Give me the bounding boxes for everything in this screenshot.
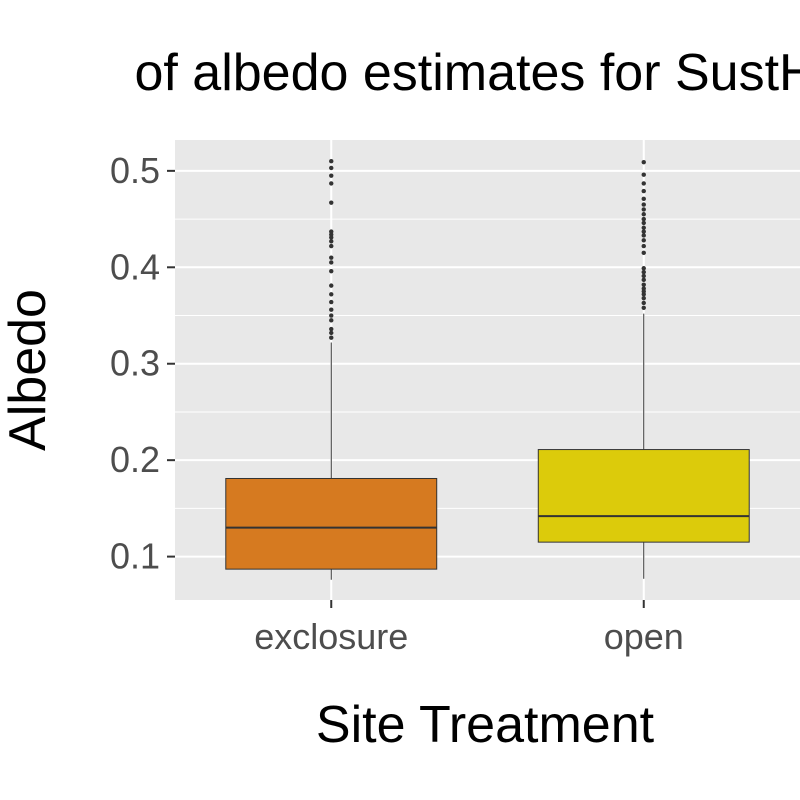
outlier-point <box>329 283 334 288</box>
outlier-point <box>329 318 334 323</box>
outlier-point <box>641 225 646 230</box>
outlier-point <box>329 181 334 186</box>
outlier-point <box>641 207 646 212</box>
outlier-point <box>641 305 646 310</box>
boxes-layer <box>225 159 750 580</box>
outlier-point <box>641 286 646 291</box>
box-iqr <box>225 477 438 570</box>
outlier-point <box>641 269 646 275</box>
outlier-point <box>329 243 334 249</box>
outlier-point <box>641 202 646 207</box>
outlier-point <box>329 313 334 318</box>
outlier-point <box>641 266 646 271</box>
outlier-point <box>641 229 646 234</box>
x-axis: exclosure open <box>254 600 684 657</box>
y-tick-label: 0.3 <box>110 343 160 384</box>
outlier-point <box>641 233 646 238</box>
y-axis-title: Albedo <box>0 289 57 451</box>
y-tick-label: 0.2 <box>110 439 160 480</box>
outlier-point <box>329 200 334 205</box>
y-tick-label: 0.4 <box>110 246 160 287</box>
outlier-point <box>329 229 334 234</box>
outlier-point <box>641 282 646 287</box>
outlier-point <box>329 239 334 244</box>
box-open <box>537 159 750 579</box>
outlier-point <box>641 159 646 165</box>
box-exclosure <box>225 159 438 580</box>
outlier-point <box>641 216 646 222</box>
y-tick-label: 0.1 <box>110 536 160 577</box>
outlier-point <box>329 173 334 178</box>
outlier-point <box>329 292 334 297</box>
x-tick-label: exclosure <box>254 616 408 657</box>
outlier-point <box>329 165 334 171</box>
outlier-point <box>641 172 646 177</box>
outlier-point <box>641 181 646 186</box>
outlier-point <box>329 307 334 312</box>
chart-title: of albedo estimates for SustHe <box>134 44 800 102</box>
outlier-point <box>329 255 334 260</box>
outlier-point <box>329 335 334 340</box>
outlier-point <box>641 188 646 194</box>
outlier-point <box>641 300 646 306</box>
y-tick-label: 0.5 <box>110 150 160 191</box>
outlier-point <box>329 326 334 332</box>
outlier-point <box>641 238 646 243</box>
y-axis: 0.1 0.2 0.3 0.4 0.5 <box>110 150 175 577</box>
x-tick-label: open <box>604 616 684 657</box>
outlier-point <box>329 330 334 336</box>
outlier-point <box>329 159 334 164</box>
outlier-point <box>641 273 646 279</box>
outlier-point <box>641 295 646 301</box>
outlier-point <box>641 196 646 202</box>
outlier-point <box>329 260 334 265</box>
box-iqr <box>537 449 750 543</box>
outlier-point <box>329 268 334 274</box>
outlier-point <box>641 220 646 226</box>
outlier-point <box>641 277 646 283</box>
outlier-point <box>641 250 646 256</box>
outlier-point <box>641 212 646 217</box>
outlier-point <box>329 299 334 305</box>
outlier-point <box>641 243 646 249</box>
x-axis-title: Site Treatment <box>316 696 655 754</box>
